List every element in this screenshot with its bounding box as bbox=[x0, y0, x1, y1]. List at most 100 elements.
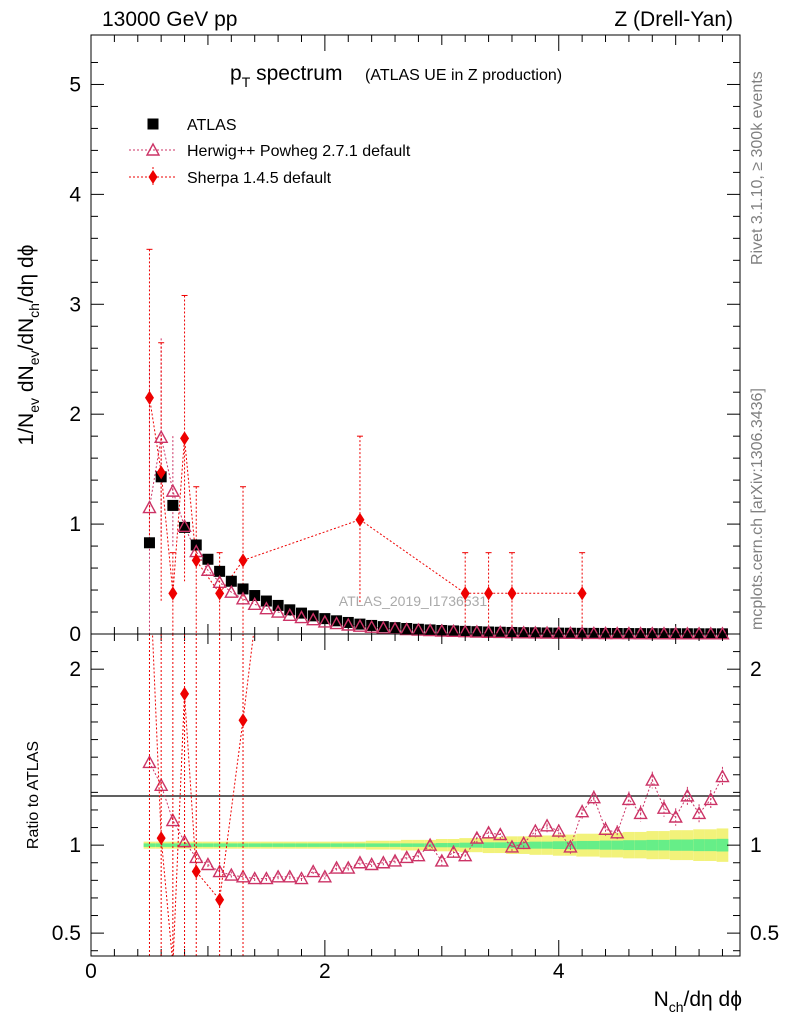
sherpa-point bbox=[215, 586, 225, 601]
herwig-point bbox=[364, 619, 379, 633]
header-left: 13000 GeV pp bbox=[102, 8, 237, 31]
herwig-ratio-point bbox=[259, 871, 274, 885]
ratio-band-inner bbox=[541, 841, 553, 849]
ratio-band-inner bbox=[260, 843, 273, 847]
atlas-point bbox=[366, 619, 378, 631]
herwig-point bbox=[177, 518, 192, 532]
mcplots-label: mcplots.cern.ch [arXiv:1306.3436] bbox=[749, 388, 766, 630]
y-tick-label: 3 bbox=[69, 293, 81, 316]
sherpa-ratio-group bbox=[148, 634, 255, 956]
ratio-band-inner bbox=[237, 843, 249, 847]
y-axis-label-ratio: Ratio to ATLAS bbox=[25, 741, 42, 849]
herwig-ratio-point bbox=[551, 823, 566, 837]
herwig-point bbox=[586, 625, 602, 640]
herwig-ratio-point bbox=[598, 821, 613, 836]
atlas-point bbox=[179, 521, 191, 533]
herwig-point bbox=[200, 562, 216, 576]
ratio-band-inner bbox=[634, 840, 647, 851]
herwig-ratio-point bbox=[656, 800, 672, 814]
herwig-ratio-point bbox=[434, 853, 449, 867]
ratio-frame bbox=[90, 633, 741, 957]
herwig-point bbox=[516, 625, 531, 639]
ratio-band-inner bbox=[167, 843, 179, 847]
herwig-point bbox=[493, 624, 508, 639]
herwig-ratio-point bbox=[247, 871, 262, 885]
herwig-ratio-point bbox=[621, 791, 637, 806]
herwig-ratio-point bbox=[703, 791, 718, 806]
ratio-band-inner bbox=[552, 841, 565, 850]
atlas-point bbox=[529, 627, 541, 639]
herwig-ratio-point bbox=[329, 860, 344, 874]
sherpa-point bbox=[191, 553, 201, 568]
atlas-point bbox=[260, 595, 272, 607]
herwig-ratio-point bbox=[516, 835, 531, 850]
y-tick-label: 2 bbox=[69, 403, 81, 426]
chart-title-note: (ATLAS UE in Z production) bbox=[365, 67, 562, 84]
atlas-point bbox=[600, 627, 612, 639]
ratio-y-tick-label: 2 bbox=[750, 658, 762, 681]
herwig-point bbox=[422, 623, 438, 637]
legend-atlas-marker bbox=[147, 118, 159, 130]
atlas-point bbox=[436, 624, 448, 636]
herwig-ratio-point bbox=[680, 788, 695, 802]
herwig-point bbox=[341, 617, 356, 631]
ratio-band-inner bbox=[658, 839, 670, 851]
ratio-series bbox=[142, 634, 730, 956]
sherpa-ratio-point bbox=[180, 686, 190, 701]
main-panel: ATLAS_2019_I1736531 0 1 2 3 4 5 pT spectrum (… bbox=[15, 34, 741, 646]
sherpa-point bbox=[355, 512, 365, 527]
herwig-ratio-point bbox=[224, 867, 239, 881]
herwig-ratio-point bbox=[528, 823, 543, 837]
ratio-band-inner bbox=[365, 843, 378, 847]
ratio-band-inner bbox=[295, 843, 308, 847]
y-tick-label: 4 bbox=[69, 183, 81, 206]
ratio-band-inner bbox=[716, 838, 729, 852]
herwig-ratio-point bbox=[469, 830, 485, 844]
ratio-band-inner bbox=[599, 840, 612, 850]
x-tick-label: 4 bbox=[553, 960, 565, 983]
atlas-point bbox=[553, 627, 565, 639]
ratio-band-inner bbox=[471, 842, 483, 848]
ratio-band-inner bbox=[389, 843, 401, 847]
herwig-ratio-point bbox=[270, 869, 286, 883]
ratio-y-tick-label: 1 bbox=[69, 834, 81, 857]
atlas-point bbox=[225, 575, 237, 587]
legend-label: ATLAS bbox=[187, 117, 237, 134]
atlas-point bbox=[331, 615, 343, 627]
ratio-band-inner bbox=[693, 839, 705, 852]
herwig-point bbox=[703, 626, 718, 640]
herwig-ratio-point bbox=[574, 804, 590, 818]
herwig-ratio-point bbox=[399, 850, 414, 864]
sherpa-ratio-point bbox=[191, 864, 201, 879]
herwig-point bbox=[247, 596, 262, 611]
atlas-point bbox=[202, 553, 214, 565]
sherpa-point bbox=[507, 586, 517, 601]
ratio-band-inner bbox=[143, 843, 156, 847]
herwig-point bbox=[469, 624, 485, 638]
ratio-band-inner bbox=[623, 840, 635, 851]
ratio-band-inner bbox=[155, 843, 168, 847]
ratio-band-inner bbox=[646, 839, 659, 851]
atlas-point bbox=[143, 537, 155, 549]
chart-title-sub: T bbox=[242, 74, 251, 90]
herwig-point bbox=[376, 620, 391, 634]
atlas-point bbox=[342, 616, 354, 628]
sherpa-point bbox=[156, 465, 166, 480]
atlas-point bbox=[424, 624, 436, 636]
ratio-band-inner bbox=[190, 843, 203, 847]
sherpa-point bbox=[144, 390, 154, 405]
watermark: ATLAS_2019_I1736531 bbox=[339, 593, 488, 609]
atlas-point bbox=[576, 627, 588, 639]
ratio-band-inner bbox=[330, 843, 343, 847]
herwig-ratio-point bbox=[715, 769, 730, 783]
atlas-point bbox=[471, 626, 483, 638]
ratio-band-inner bbox=[307, 843, 320, 847]
sherpa-ratio-point bbox=[215, 892, 225, 907]
herwig-point bbox=[306, 612, 321, 626]
herwig-point bbox=[153, 429, 169, 443]
atlas-point bbox=[448, 625, 460, 637]
herwig-ratio-point bbox=[364, 857, 379, 871]
main-axes: 0 1 2 3 4 5 bbox=[69, 35, 740, 646]
y-tick-label: 0 bbox=[69, 623, 81, 646]
